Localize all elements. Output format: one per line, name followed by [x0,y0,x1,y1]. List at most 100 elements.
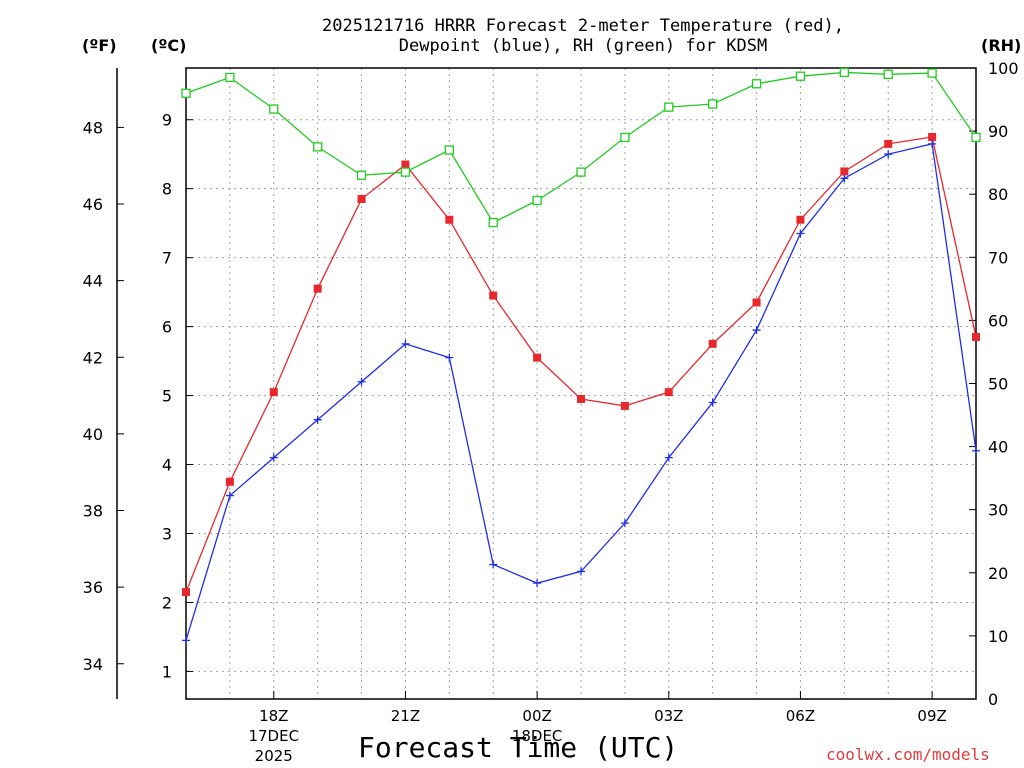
dewpoint-point [577,567,585,576]
temperature-point [313,284,322,293]
rh-tick-label: 20 [988,564,1008,583]
temperature-point [884,139,893,148]
celsius-tick-label: 4 [162,456,172,475]
temperature-point [533,353,542,362]
x-axis-title: Forecast Time (UTC) [358,731,679,764]
temperature-point [182,588,190,597]
rh-tick-label: 30 [988,501,1008,520]
rh-point [444,145,454,155]
dewpoint-point [752,326,761,335]
chart-title-line1: 2025121716 HRRR Forecast 2-meter Tempera… [322,16,844,36]
celsius-tick-label: 5 [162,387,172,406]
fahrenheit-tick-label: 40 [83,425,103,444]
x-tick-year: 2025 [255,747,293,765]
temperature-point [225,477,234,486]
x-tick-label: 18Z [259,707,288,725]
temperature-point [357,195,366,204]
rh-point [400,167,411,177]
fahrenheit-tick-label: 42 [83,348,103,367]
fahrenheit-tick-label: 38 [83,502,103,521]
fahrenheit-tick-label: 44 [83,272,103,291]
temperature-line [185,136,977,593]
fahrenheit-tick-label: 34 [83,655,103,674]
celsius-tick-label: 8 [162,180,172,199]
dewpoint-point [884,150,893,159]
rh-tick-label: 70 [988,248,1008,267]
dewpoint-point [708,398,717,407]
x-tick-label: 03Z [654,707,683,725]
rh-point [225,72,235,83]
x-tick-date: 18DEC [512,727,563,745]
fahrenheit-tick-label: 36 [83,578,103,597]
temperature-point [796,215,805,224]
rh-point [313,142,323,152]
rh-point [576,167,586,177]
x-tick-label: 06Z [786,707,815,725]
celsius-tick-label: 7 [162,249,172,268]
celsius-tick-label: 9 [162,111,172,130]
dewpoint-point [972,446,980,455]
fahrenheit-unit-label: (ºF) [82,36,117,55]
rh-point [927,68,937,78]
rh-point [664,102,674,112]
rh-point [269,104,279,114]
dewpoint-point [664,453,673,462]
rh-tick-label: 40 [988,438,1008,457]
dewpoint-point [840,174,849,183]
rh-point [532,195,542,206]
celsius-tick-label: 6 [162,318,172,337]
temperature-point [577,395,585,404]
rh-tick-label: 60 [988,311,1008,330]
rh-point [971,132,981,143]
celsius-tick-label: 3 [162,524,172,543]
rh-point [883,69,893,79]
temperature-point [620,401,629,410]
rh-unit-label: (RH) [981,36,1022,55]
temperature-point [269,388,278,397]
temperature-point [664,388,673,397]
dewpoint-point [489,560,498,569]
rh-tick-label: 100 [988,59,1019,78]
rh-point [708,99,718,109]
rh-point [488,217,498,228]
dewpoint-point [796,229,805,238]
rh-tick-label: 0 [988,690,998,709]
rh-point [795,71,806,81]
rh-point [181,88,191,98]
temperature-point [708,339,717,348]
celsius-unit-label: (ºC) [151,36,187,55]
dewpoint-point [533,579,542,588]
rh-tick-label: 50 [988,375,1008,394]
temperature-point [489,291,498,300]
temperature-point [928,132,937,141]
celsius-tick-label: 2 [162,593,172,612]
rh-tick-label: 80 [988,185,1008,204]
dewpoint-point [269,453,278,462]
temperature-point [752,298,761,307]
temperature-point [840,167,849,176]
dewpoint-point [182,636,190,645]
x-tick-label: 21Z [391,707,420,725]
x-tick-date: 17DEC [248,727,299,745]
chart-title-line2: Dewpoint (blue), RH (green) for KDSM [398,36,768,56]
x-tick-label: 09Z [917,707,946,725]
dewpoint-point [313,415,322,424]
rh-point [751,79,762,89]
celsius-tick-label: 1 [162,662,172,681]
rh-point [839,67,849,78]
rh-point [356,170,367,180]
dewpoint-point [357,377,366,386]
rh-tick-label: 10 [988,627,1008,646]
dewpoint-point [445,353,454,362]
temperature-point [972,332,980,341]
x-tick-label: 00Z [522,707,551,725]
rh-tick-label: 90 [988,122,1008,141]
fahrenheit-tick-label: 48 [83,118,103,137]
dewpoint-point [401,339,410,348]
temperature-point [445,215,454,224]
source-credit: coolwx.com/models [826,745,990,764]
temperature-point [401,160,410,169]
dewpoint-point [928,139,937,148]
fahrenheit-tick-label: 46 [83,195,103,214]
